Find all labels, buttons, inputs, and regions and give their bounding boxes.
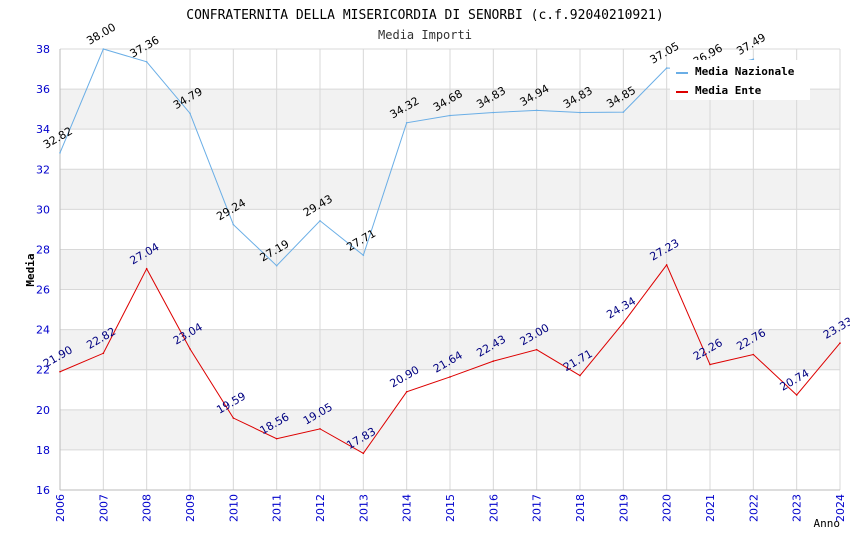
data-point-media-ente — [665, 264, 668, 266]
data-point-media-nazionale — [362, 254, 365, 257]
y-tick-label: 36 — [36, 83, 50, 96]
y-tick-label: 16 — [36, 484, 50, 497]
data-point-media-ente — [752, 353, 755, 356]
x-tick-label: 2007 — [97, 494, 110, 522]
data-point-media-ente — [535, 348, 538, 351]
data-point-media-ente — [795, 394, 798, 396]
x-tick-label: 2024 — [834, 494, 847, 522]
x-tick-label: 2006 — [54, 494, 67, 522]
x-axis-ticks: 2006 2007 2008 2009 2010 2011 2012 2013 2014 2015… — [54, 494, 847, 522]
y-axis-title: Media — [24, 253, 37, 286]
data-point-media-ente — [59, 370, 61, 373]
y-tick-label: 30 — [36, 203, 50, 216]
data-point-media-nazionale — [59, 152, 61, 154]
data-point-media-ente — [232, 417, 235, 419]
data-point-media-nazionale — [752, 58, 755, 61]
x-tick-label: 2023 — [791, 494, 804, 522]
data-point-media-ente — [579, 374, 581, 377]
data-point-media-ente — [102, 352, 105, 355]
legend-label-media-nazionale: Media Nazionale — [695, 65, 795, 78]
x-tick-label: 2022 — [747, 494, 760, 522]
data-point-media-nazionale — [622, 111, 625, 113]
y-tick-label: 28 — [36, 243, 50, 256]
data-point-media-nazionale — [145, 61, 148, 63]
data-label-media-ente: 20.74 — [778, 367, 812, 394]
data-point-media-nazionale — [579, 111, 581, 114]
legend-label-media-ente: Media Ente — [695, 84, 762, 97]
data-point-media-nazionale — [102, 48, 105, 50]
data-label-media-ente: 24.34 — [604, 294, 638, 321]
data-point-media-ente — [839, 342, 841, 344]
x-tick-label: 2014 — [401, 494, 414, 522]
data-point-media-nazionale — [492, 111, 495, 114]
data-point-media-nazionale — [449, 114, 451, 117]
data-point-media-ente — [709, 363, 711, 366]
data-point-media-nazionale — [665, 67, 668, 69]
data-label-media-nazionale: 37.36 — [128, 33, 162, 60]
x-tick-label: 2016 — [487, 494, 500, 522]
data-point-media-ente — [275, 437, 278, 440]
data-point-media-nazionale — [535, 109, 538, 112]
data-label-media-nazionale: 37.49 — [734, 31, 768, 58]
x-tick-label: 2021 — [704, 494, 717, 522]
data-point-media-ente — [492, 360, 495, 362]
x-tick-label: 2009 — [184, 494, 197, 522]
legend-box — [670, 60, 810, 100]
x-tick-label: 2020 — [661, 494, 674, 522]
chart-title: CONFRATERNITA DELLA MISERICORDIA DI SENO… — [186, 8, 663, 23]
x-tick-label: 2010 — [227, 494, 240, 522]
legend: Media Nazionale Media Ente — [670, 60, 810, 100]
x-tick-label: 2013 — [357, 494, 370, 522]
data-point-media-ente — [449, 376, 451, 378]
data-point-media-ente — [145, 267, 148, 270]
y-tick-label: 32 — [36, 163, 50, 176]
data-point-media-ente — [362, 452, 365, 455]
y-tick-label: 24 — [36, 324, 50, 337]
x-tick-label: 2011 — [271, 494, 284, 522]
data-point-media-nazionale — [189, 112, 191, 115]
data-point-media-ente — [189, 348, 191, 350]
data-point-media-nazionale — [232, 223, 235, 226]
data-label-media-nazionale: 38.00 — [84, 21, 118, 48]
x-tick-label: 2012 — [314, 494, 327, 522]
x-axis-title: Anno — [814, 517, 841, 530]
y-tick-label: 18 — [36, 444, 50, 457]
data-point-media-nazionale — [319, 219, 321, 222]
y-tick-label: 34 — [36, 123, 50, 136]
data-point-media-nazionale — [275, 264, 278, 267]
x-tick-label: 2015 — [444, 494, 457, 522]
x-tick-label: 2019 — [617, 494, 630, 522]
data-point-media-ente — [405, 390, 408, 393]
x-tick-label: 2017 — [531, 494, 544, 522]
y-tick-label: 38 — [36, 43, 50, 56]
y-tick-label: 26 — [36, 284, 50, 297]
data-point-media-ente — [319, 428, 321, 430]
series-layer — [59, 48, 841, 455]
y-tick-label: 22 — [36, 364, 50, 377]
data-point-media-nazionale — [405, 121, 408, 124]
data-point-media-ente — [622, 322, 625, 324]
x-tick-label: 2008 — [141, 494, 154, 522]
grid-lines — [59, 48, 841, 491]
x-tick-label: 2018 — [574, 494, 587, 522]
y-axis-ticks: 16 18 20 22 24 26 28 30 32 34 36 38 — [36, 43, 50, 497]
y-tick-label: 20 — [36, 404, 50, 417]
chart-subtitle: Media Importi — [378, 28, 472, 42]
